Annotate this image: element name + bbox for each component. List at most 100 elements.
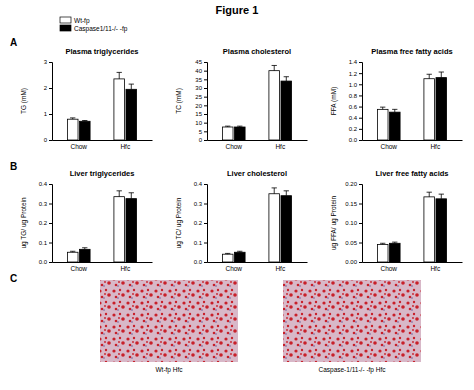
y-tick-label: 0.2 xyxy=(39,220,48,226)
y-axis-title: TC (mM) xyxy=(175,88,183,114)
y-tick-label: 0.0 xyxy=(39,259,48,265)
y-tick: 0.4 xyxy=(349,115,362,121)
y-axis: 0.00.10.20.30.4 xyxy=(194,181,208,265)
bar xyxy=(389,243,400,262)
plot-area xyxy=(222,188,291,262)
y-axis: 051015202530354045 xyxy=(195,59,207,143)
y-tick-label: 1.0 xyxy=(349,82,358,88)
y-tick: 0.0 xyxy=(194,259,207,265)
y-tick-mark xyxy=(204,88,207,89)
bar xyxy=(377,109,388,140)
x-tick: Hfc xyxy=(120,265,131,272)
chart: Plasma cholesterolTC (mM)051015202530354… xyxy=(175,47,308,150)
y-tick-mark xyxy=(49,223,52,224)
chart-title: Plasma free fatty acids xyxy=(371,47,452,56)
legend-swatch xyxy=(60,25,71,31)
y-tick-label: 0.0 xyxy=(194,259,203,265)
y-tick-label: 0.2 xyxy=(349,126,358,132)
bar xyxy=(281,81,292,140)
chart: Liver triglyceridesug TG/ ug Protein0.00… xyxy=(20,169,153,272)
y-tick-label: 0.1 xyxy=(194,240,203,246)
chart-title: Liver free fatty acids xyxy=(376,169,449,178)
bar xyxy=(114,197,125,262)
y-tick-label: 0.6 xyxy=(349,104,358,110)
y-tick: 0.10 xyxy=(345,220,362,226)
x-tick: Chow xyxy=(380,265,397,272)
y-tick: 20 xyxy=(195,103,207,109)
bar xyxy=(126,89,137,140)
error-bar xyxy=(392,109,397,112)
x-axis: ChowHfc xyxy=(208,263,308,272)
error-bar xyxy=(392,242,397,243)
x-tick: Chow xyxy=(225,265,242,272)
y-tick-mark xyxy=(359,84,362,85)
y-tick-mark xyxy=(49,140,52,141)
y-tick: 0.1 xyxy=(39,240,52,246)
y-tick: 40 xyxy=(195,68,207,74)
y-tick: 3 xyxy=(44,59,52,65)
y-tick: 0.4 xyxy=(39,181,52,187)
bar xyxy=(67,252,78,262)
error-bar xyxy=(129,84,134,89)
error-bar xyxy=(225,253,230,255)
y-axis-line xyxy=(359,185,363,263)
error-bar xyxy=(117,72,122,79)
x-tick-label: Hfc xyxy=(430,143,441,150)
x-axis: ChowHfc xyxy=(208,141,308,150)
y-tick-mark xyxy=(204,243,207,244)
y-tick: 0.2 xyxy=(349,126,362,132)
bar xyxy=(222,254,233,262)
y-tick-label: 0.4 xyxy=(349,115,358,121)
y-tick: 0.6 xyxy=(349,104,362,110)
histology-image xyxy=(100,280,238,362)
y-tick: 0 xyxy=(199,137,207,143)
bar xyxy=(114,79,125,140)
error-bar xyxy=(380,243,385,244)
legend-label: Caspase1/11-/- -fp xyxy=(74,25,128,33)
y-tick: 0.05 xyxy=(345,240,362,246)
error-bar-cap xyxy=(237,126,242,127)
y-tick-label: 0.4 xyxy=(194,181,203,187)
x-axis-line xyxy=(53,140,153,141)
bar xyxy=(281,196,292,262)
error-bar xyxy=(117,191,122,197)
chart: Liver cholesterol ug TC/ ug Protein 0.0 0.1… xyxy=(175,169,308,272)
y-tick-mark xyxy=(49,262,52,263)
y-tick-label: 0.1 xyxy=(39,240,48,246)
y-tick-label: 40 xyxy=(195,68,202,74)
error-bar xyxy=(380,107,385,109)
error-bar xyxy=(427,192,432,197)
error-bar-stem xyxy=(286,191,287,196)
error-bar-cap xyxy=(117,190,122,191)
error-bar xyxy=(439,72,444,78)
y-tick-mark xyxy=(204,114,207,115)
y-tick-mark xyxy=(204,97,207,98)
error-bar-cap xyxy=(392,109,397,110)
bar xyxy=(389,112,400,140)
error-bar-stem xyxy=(286,77,287,81)
y-tick-mark xyxy=(359,262,362,263)
y-tick-label: 0 xyxy=(44,137,48,143)
error-bar-cap xyxy=(70,117,75,118)
y-tick-mark xyxy=(359,223,362,224)
x-tick: Hfc xyxy=(430,265,441,272)
y-tick: 0.20 xyxy=(345,181,362,187)
x-axis: Chow Hfc xyxy=(363,263,463,272)
y-tick: 45 xyxy=(195,59,207,65)
y-tick-label: 3 xyxy=(44,59,48,65)
y-tick-mark xyxy=(204,204,207,205)
y-tick: 2 xyxy=(44,85,52,91)
error-bar-stem xyxy=(394,109,395,112)
chart-title: Liver triglycerides xyxy=(70,169,135,178)
y-tick-mark xyxy=(359,204,362,205)
y-axis-title: ug TC/ ug Protein xyxy=(175,197,183,248)
y-tick-mark xyxy=(359,73,362,74)
y-axis-line xyxy=(359,63,363,141)
x-tick-label: Chow xyxy=(380,265,397,272)
error-bar-stem xyxy=(131,84,132,89)
y-tick-label: 0 xyxy=(199,137,203,143)
chart-title: Liver cholesterol xyxy=(227,169,287,178)
y-tick-label: 20 xyxy=(195,103,202,109)
y-tick: 10 xyxy=(195,120,207,126)
plot-area xyxy=(67,191,136,262)
